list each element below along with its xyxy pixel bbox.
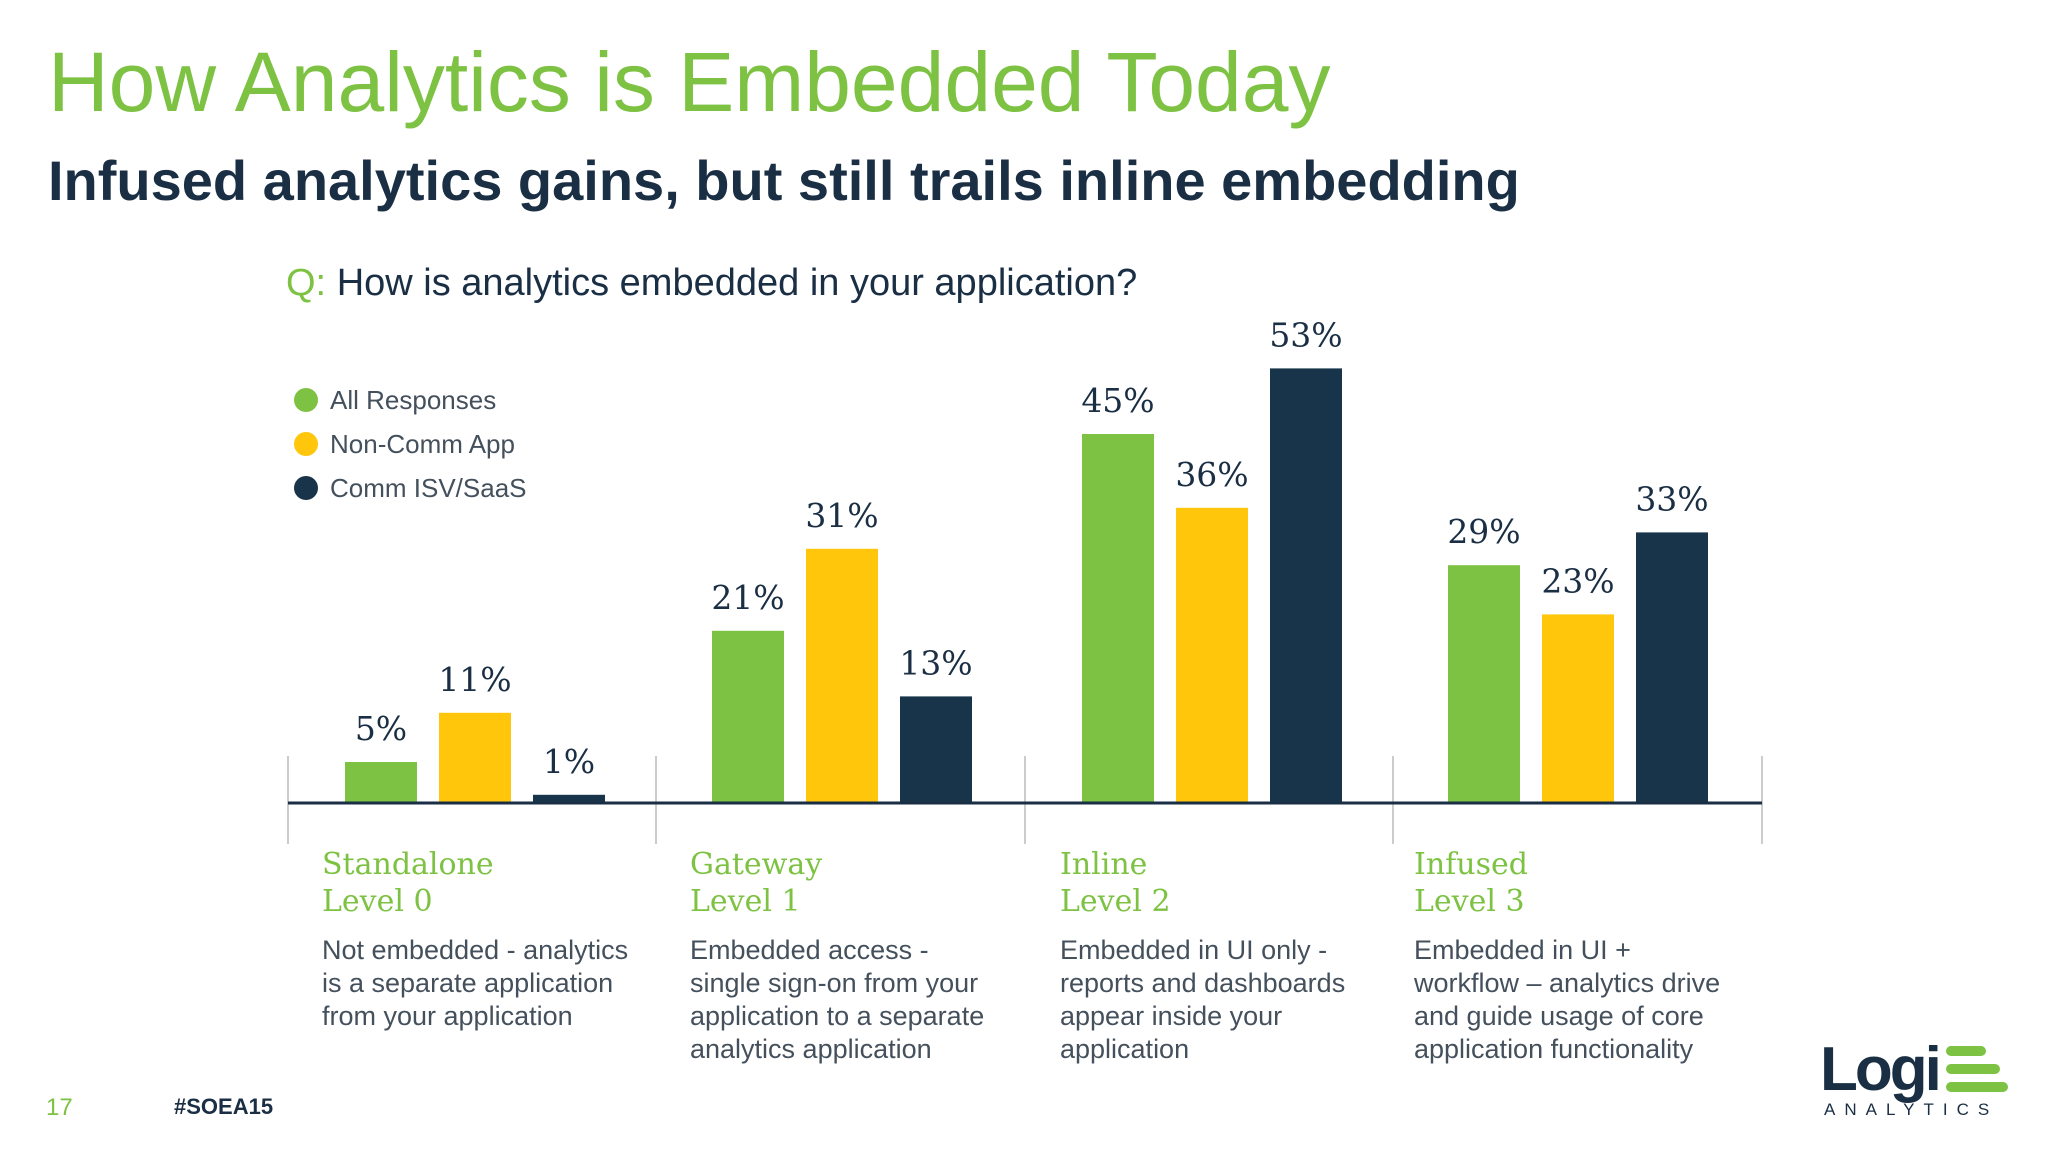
category-infused: Infused Level 3 Embedded in UI + workflo… xyxy=(1414,846,1754,1066)
bar-1-4 xyxy=(1448,565,1520,803)
legend-dot-all-responses xyxy=(294,388,318,412)
legend-item-all-responses: All Responses xyxy=(294,378,527,422)
description-line: and guide usage of core xyxy=(1414,1001,1704,1031)
data-label: 1% xyxy=(543,742,595,781)
legend-item-comm-isv-saas: Comm ISV/SaaS xyxy=(294,466,527,510)
page-number: 17 xyxy=(46,1094,73,1121)
category-gateway: Gateway Level 1 Embedded access - single… xyxy=(690,846,1030,1066)
question-prefix: Q: xyxy=(286,262,327,304)
bar-3-1 xyxy=(533,794,605,803)
category-name: Gateway xyxy=(690,847,823,882)
bar-2-3 xyxy=(1176,507,1248,803)
bar-3-2 xyxy=(900,696,972,803)
logo-subtext: ANALYTICS xyxy=(1824,1100,1999,1119)
category-name: Inline xyxy=(1060,847,1148,882)
description-line: application xyxy=(1060,1034,1190,1064)
description-line: single sign-on from your xyxy=(690,968,979,998)
category-description: Embedded in UI only - reports and dashbo… xyxy=(1060,934,1400,1066)
logo-bars-icon xyxy=(1946,1046,2008,1096)
category-description: Not embedded - analytics is a separate a… xyxy=(322,934,662,1033)
logo-wordmark: Logi xyxy=(1820,1035,1942,1104)
legend-dot-non-comm-app xyxy=(294,432,318,456)
category-standalone: Standalone Level 0 Not embedded - analyt… xyxy=(322,846,662,1033)
legend-label: Comm ISV/SaaS xyxy=(330,472,527,503)
bar-1-1 xyxy=(345,762,417,803)
bar-2-2 xyxy=(806,548,878,803)
slide-subtitle: Infused analytics gains, but still trail… xyxy=(48,149,1520,212)
category-level: Level 2 xyxy=(1060,884,1171,919)
bar-1-3 xyxy=(1082,434,1154,803)
description-line: from your application xyxy=(322,1001,573,1031)
logi-analytics-logo: Logi ANALYTICS xyxy=(1820,1035,2010,1124)
category-inline: Inline Level 2 Embedded in UI only - rep… xyxy=(1060,846,1400,1066)
bar-2-4 xyxy=(1542,614,1614,803)
description-line: Not embedded - analytics xyxy=(322,935,629,965)
category-name: Standalone xyxy=(322,847,494,882)
description-line: appear inside your xyxy=(1060,1001,1283,1031)
description-line: application to a separate xyxy=(690,1001,985,1031)
description-line: is a separate application xyxy=(322,968,614,998)
legend-label: All Responses xyxy=(330,384,497,415)
chart-question: Q: How is analytics embedded in your app… xyxy=(286,262,1137,305)
slide-title: How Analytics is Embedded Today xyxy=(48,35,1331,129)
data-label: 29% xyxy=(1447,512,1520,551)
data-label: 23% xyxy=(1541,561,1614,600)
bar-1-2 xyxy=(712,630,784,803)
question-text: How is analytics embedded in your applic… xyxy=(336,262,1138,304)
bar-3-4 xyxy=(1636,532,1708,803)
data-label: 13% xyxy=(899,643,972,682)
description-line: analytics application xyxy=(690,1034,932,1064)
bar-2-1 xyxy=(439,712,511,803)
category-name: Infused xyxy=(1414,847,1528,882)
description-line: application functionality xyxy=(1414,1034,1694,1064)
data-label: 33% xyxy=(1635,479,1708,518)
category-level: Level 3 xyxy=(1414,884,1525,919)
description-line: Embedded access - xyxy=(690,935,929,965)
data-label: 21% xyxy=(711,578,784,617)
chart-legend: All Responses Non-Comm App Comm ISV/SaaS xyxy=(294,378,527,510)
data-label: 45% xyxy=(1081,381,1154,420)
legend-dot-comm-isv-saas xyxy=(294,476,318,500)
data-label: 5% xyxy=(355,709,407,748)
hashtag: #SOEA15 xyxy=(174,1094,274,1119)
data-label: 53% xyxy=(1269,315,1342,354)
category-description: Embedded in UI + workflow – analytics dr… xyxy=(1414,934,1754,1066)
description-line: Embedded in UI + xyxy=(1414,935,1631,965)
legend-item-non-comm-app: Non-Comm App xyxy=(294,422,527,466)
description-line: Embedded in UI only - xyxy=(1060,935,1328,965)
category-level: Level 0 xyxy=(322,884,433,919)
data-label: 36% xyxy=(1175,455,1248,494)
category-description: Embedded access - single sign-on from yo… xyxy=(690,934,1030,1066)
category-level: Level 1 xyxy=(690,884,801,919)
description-line: workflow – analytics drive xyxy=(1414,968,1721,998)
description-line: reports and dashboards xyxy=(1060,968,1346,998)
legend-label: Non-Comm App xyxy=(330,428,515,459)
data-label: 11% xyxy=(438,660,511,699)
data-label: 31% xyxy=(805,496,878,535)
bar-3-3 xyxy=(1270,368,1342,803)
